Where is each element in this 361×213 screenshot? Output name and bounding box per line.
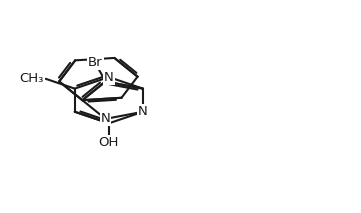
Text: N: N <box>104 71 114 83</box>
Text: N: N <box>101 112 110 125</box>
Text: OH: OH <box>99 137 119 150</box>
Text: N: N <box>138 105 148 118</box>
Text: CH₃: CH₃ <box>19 72 44 85</box>
Text: Br: Br <box>88 56 103 69</box>
